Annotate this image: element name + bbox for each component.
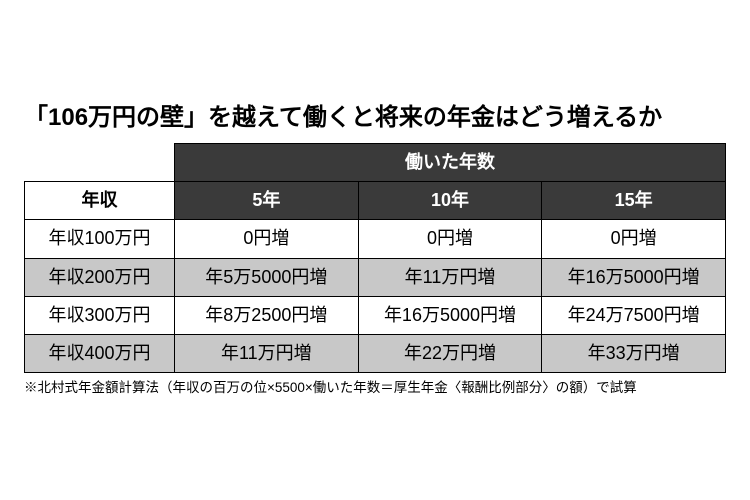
pension-table: 働いた年数 年収 5年 10年 15年 年収100万円 0円増 0円増 0円増 … xyxy=(24,143,726,373)
income-header: 年収 xyxy=(25,182,175,220)
footnote: ※北村式年金額計算法（年収の百万の位×5500×働いた年数＝厚生年金〈報酬比例部… xyxy=(24,379,726,398)
cell: 年16万5000円増 xyxy=(358,296,542,334)
row-label: 年収300万円 xyxy=(25,296,175,334)
table-body: 年収100万円 0円増 0円増 0円増 年収200万円 年5万5000円増 年1… xyxy=(25,220,726,373)
cell: 年11万円増 xyxy=(358,258,542,296)
row-label: 年収200万円 xyxy=(25,258,175,296)
cell: 年24万7500円増 xyxy=(542,296,726,334)
cell: 年22万円増 xyxy=(358,335,542,373)
cell: 0円増 xyxy=(542,220,726,258)
cell: 年33万円増 xyxy=(542,335,726,373)
table-corner-empty xyxy=(25,144,175,182)
table-row: 年収400万円 年11万円増 年22万円増 年33万円増 xyxy=(25,335,726,373)
table-row: 年収300万円 年8万2500円増 年16万5000円増 年24万7500円増 xyxy=(25,296,726,334)
cell: 年16万5000円増 xyxy=(542,258,726,296)
years-group-header: 働いた年数 xyxy=(175,144,726,182)
row-label: 年収400万円 xyxy=(25,335,175,373)
cell: 年5万5000円増 xyxy=(175,258,359,296)
year-col-1: 10年 xyxy=(358,182,542,220)
cell: 0円増 xyxy=(175,220,359,258)
chart-title: 「106万円の壁」を越えて働くと将来の年金はどう増えるか xyxy=(24,102,726,133)
table-row: 年収200万円 年5万5000円増 年11万円増 年16万5000円増 xyxy=(25,258,726,296)
cell: 年11万円増 xyxy=(175,335,359,373)
cell: 年8万2500円増 xyxy=(175,296,359,334)
cell: 0円増 xyxy=(358,220,542,258)
year-col-0: 5年 xyxy=(175,182,359,220)
table-row: 年収100万円 0円増 0円増 0円増 xyxy=(25,220,726,258)
row-label: 年収100万円 xyxy=(25,220,175,258)
year-col-2: 15年 xyxy=(542,182,726,220)
